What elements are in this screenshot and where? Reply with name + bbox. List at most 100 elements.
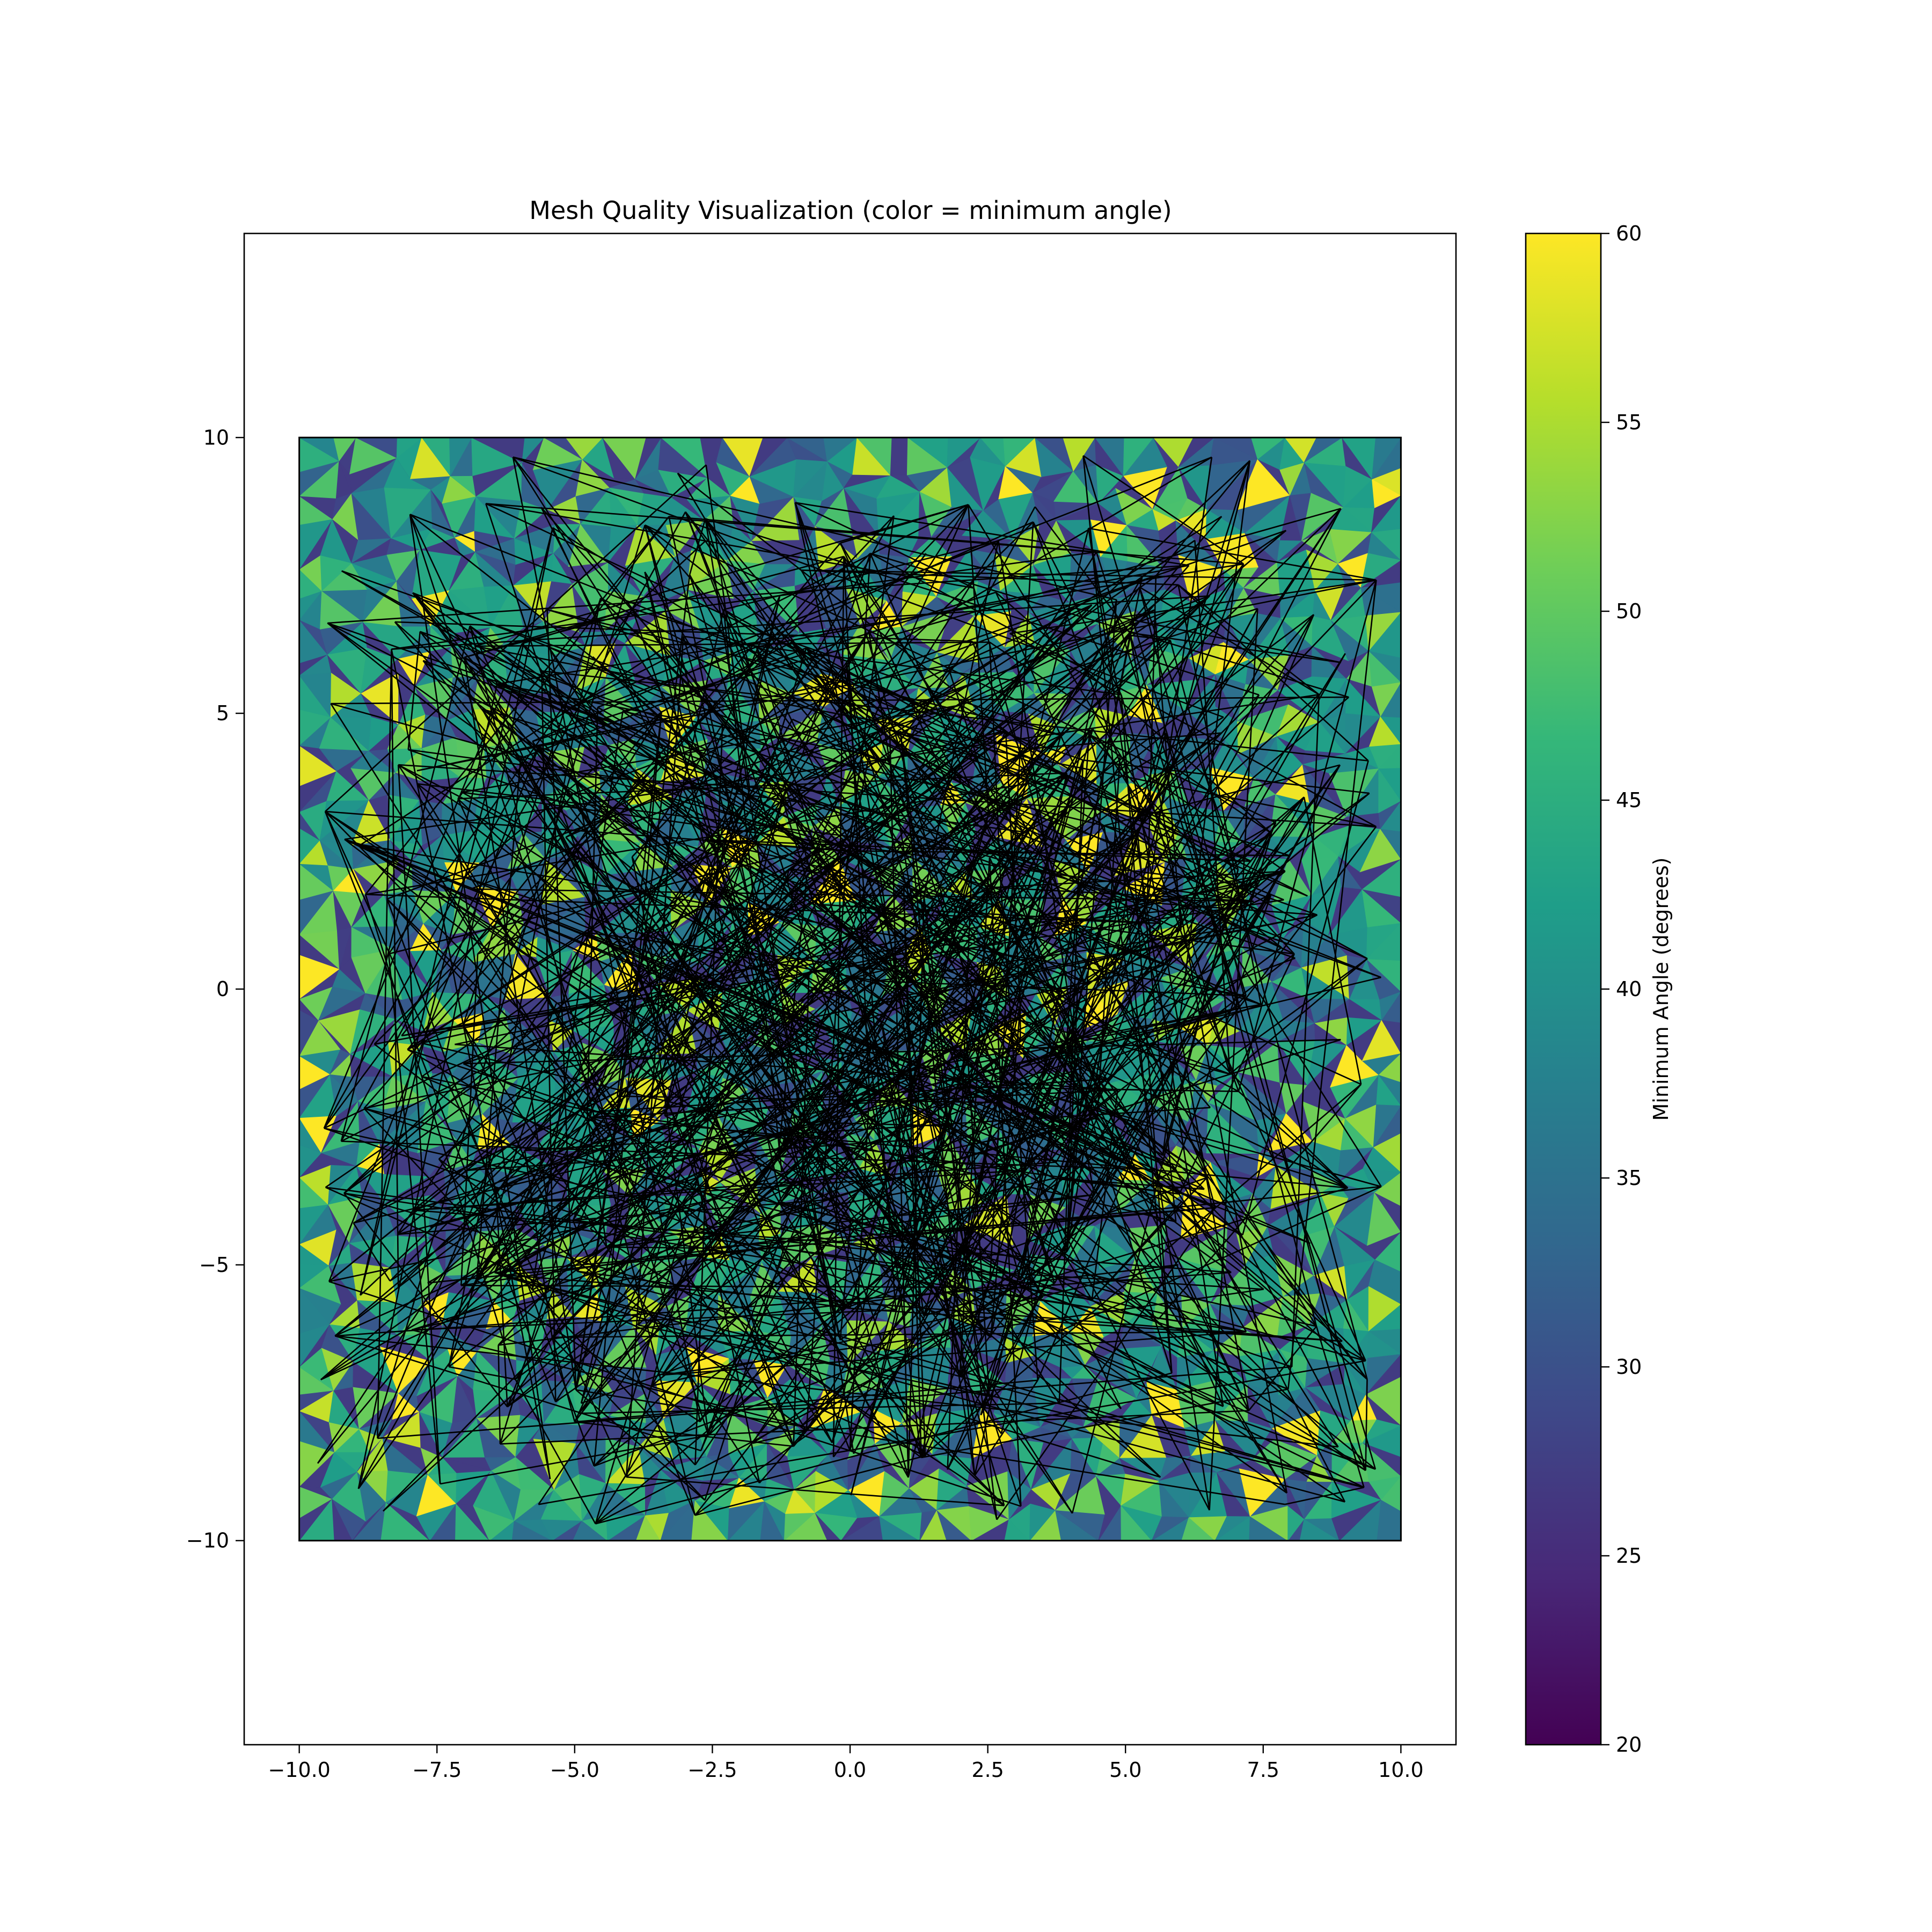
mesh-edge bbox=[594, 947, 1282, 1467]
mesh-edge bbox=[940, 1106, 1044, 1298]
mesh-edge bbox=[344, 694, 1319, 840]
x-tick-label: 0.0 bbox=[834, 1758, 866, 1782]
mesh-edge bbox=[360, 844, 1366, 1472]
mesh-edge bbox=[377, 649, 392, 1439]
mesh-edge bbox=[990, 576, 1143, 1338]
x-tick-label: −10.0 bbox=[268, 1758, 330, 1782]
mesh-edge bbox=[455, 1043, 1118, 1091]
mesh-edge bbox=[397, 1086, 961, 1235]
mesh-edge bbox=[803, 609, 1155, 781]
mesh-edge bbox=[391, 551, 1097, 650]
mesh-edge bbox=[959, 508, 1342, 1088]
mesh-edge bbox=[389, 846, 821, 1282]
mesh-edge bbox=[462, 1024, 578, 1272]
colorbar-tick-label: 45 bbox=[1616, 788, 1642, 812]
mesh-edge bbox=[412, 592, 1021, 1009]
mesh-edge bbox=[780, 576, 1143, 1203]
mesh-edge bbox=[476, 989, 1078, 1281]
mesh-edge bbox=[575, 995, 635, 1390]
mesh-edge bbox=[791, 641, 972, 866]
mesh-edge bbox=[327, 622, 1239, 1092]
y-axis: −10 −5 0 5 10 bbox=[186, 426, 244, 1553]
mesh-edge bbox=[1120, 694, 1173, 1373]
mesh-edge bbox=[584, 932, 833, 1443]
mesh-edge bbox=[756, 646, 1122, 1409]
mesh-edge bbox=[1169, 640, 1368, 1380]
colorbar: 20 25 30 35 40 45 50 55 60 Minimum Angle (degree… bbox=[1525, 222, 1673, 1757]
mesh-edge bbox=[341, 1140, 1140, 1170]
mesh-edge bbox=[989, 614, 1314, 859]
mesh-edge bbox=[594, 1296, 1043, 1467]
mesh-edge bbox=[908, 896, 925, 1478]
x-tick-label: 5.0 bbox=[1109, 1758, 1141, 1782]
mesh-edge bbox=[700, 730, 1007, 1451]
mesh-edge bbox=[752, 1168, 1176, 1444]
mesh-edge bbox=[1129, 632, 1341, 663]
chart-title: Mesh Quality Visualization (color = mini… bbox=[529, 196, 1172, 225]
mesh-edge bbox=[960, 564, 1245, 1287]
mesh-edge bbox=[590, 1116, 1348, 1189]
mesh-edge bbox=[1091, 1201, 1182, 1300]
mesh-edge bbox=[971, 641, 1208, 1178]
mesh-edge bbox=[496, 683, 1262, 1005]
mesh-edge bbox=[705, 518, 854, 1454]
mesh-edge bbox=[947, 796, 1305, 1470]
mesh-edge bbox=[344, 838, 991, 1338]
mesh-edge bbox=[449, 1366, 516, 1380]
mesh-edge bbox=[1066, 764, 1341, 1253]
mesh-edge bbox=[353, 716, 1224, 1224]
mesh-edge bbox=[360, 645, 669, 845]
mesh-edge bbox=[411, 1329, 802, 1426]
mesh-edge bbox=[682, 636, 822, 1123]
mesh-edge bbox=[327, 622, 1376, 1470]
mesh-edge bbox=[850, 1307, 1343, 1342]
mesh-edge bbox=[413, 584, 1179, 1211]
mesh-edge bbox=[538, 746, 1165, 965]
mesh-edge bbox=[357, 641, 973, 1489]
mesh-edge bbox=[806, 595, 1210, 875]
mesh-edge bbox=[793, 1145, 1047, 1447]
mesh-edge bbox=[584, 932, 1176, 1170]
mesh-edge bbox=[644, 814, 857, 940]
mesh-edge bbox=[920, 1084, 1362, 1458]
mesh-edge bbox=[364, 894, 516, 1380]
mesh-edge bbox=[460, 954, 479, 1286]
mesh-edge bbox=[1037, 822, 1277, 1381]
mesh-edge bbox=[391, 649, 551, 1480]
mesh-edge bbox=[820, 904, 1317, 1327]
mesh-edge bbox=[577, 1270, 1364, 1488]
mesh-edge bbox=[323, 747, 540, 1129]
mesh-edge bbox=[327, 622, 1232, 1274]
mesh-edge bbox=[540, 507, 846, 852]
mesh-edge bbox=[781, 1201, 1366, 1362]
mesh-edge bbox=[409, 514, 635, 996]
mesh-edges bbox=[298, 436, 1402, 1542]
mesh-edge bbox=[448, 598, 602, 1367]
mesh-edge bbox=[1045, 764, 1341, 1147]
mesh-edge bbox=[967, 1259, 1060, 1404]
mesh-edge bbox=[1243, 833, 1272, 927]
mesh-edge bbox=[832, 556, 845, 1457]
mesh-edge bbox=[389, 732, 1222, 1282]
mesh-edge bbox=[360, 460, 1250, 1296]
mesh-edge bbox=[1315, 1326, 1365, 1488]
mesh-edge bbox=[853, 977, 1264, 1290]
mesh-edge bbox=[577, 1270, 850, 1309]
mesh-edge bbox=[1053, 764, 1341, 1284]
mesh-edge bbox=[1020, 981, 1085, 1280]
mesh-edge bbox=[541, 670, 1073, 1514]
mesh-edge bbox=[463, 657, 577, 1390]
mesh-edge bbox=[555, 551, 1097, 1402]
mesh-edge bbox=[968, 504, 1196, 879]
mesh-edge bbox=[1032, 522, 1240, 1092]
mesh-edge bbox=[705, 518, 984, 906]
mesh-edge bbox=[548, 646, 1182, 931]
mesh-edge bbox=[394, 621, 972, 642]
mesh-edge bbox=[849, 735, 1062, 1451]
mesh-edge bbox=[1158, 1084, 1362, 1320]
mesh-edge bbox=[996, 1102, 1210, 1511]
mesh-edge bbox=[573, 1086, 961, 1221]
domain-boundary bbox=[298, 436, 1402, 1542]
mesh-edge bbox=[1179, 954, 1295, 1195]
